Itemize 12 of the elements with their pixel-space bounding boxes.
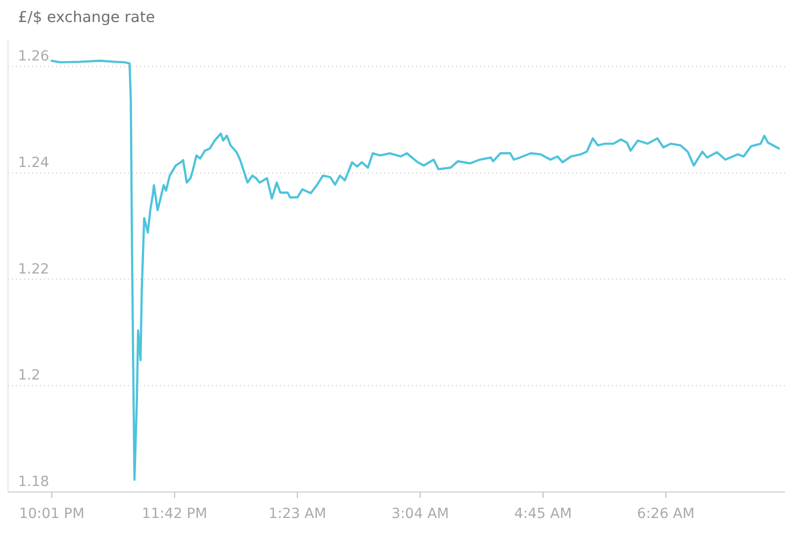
y-tick-label: 1.18 (18, 474, 50, 490)
y-tick-label: 1.22 (18, 261, 50, 278)
y-tick-label: 1.24 (18, 154, 50, 171)
x-tick-label: 1:23 AM (268, 506, 326, 522)
x-tick-label: 10:01 PM (19, 506, 84, 522)
chart-title: £/$ exchange rate (18, 8, 155, 26)
x-tick-label: 4:45 AM (514, 506, 572, 522)
y-tick-label: 1.2 (18, 368, 40, 384)
x-tick-label: 6:26 AM (637, 506, 695, 522)
y-tick-label: 1.26 (18, 48, 50, 65)
x-tick-label: 3:04 AM (391, 506, 449, 522)
x-tick-label: 11:42 PM (142, 506, 208, 522)
